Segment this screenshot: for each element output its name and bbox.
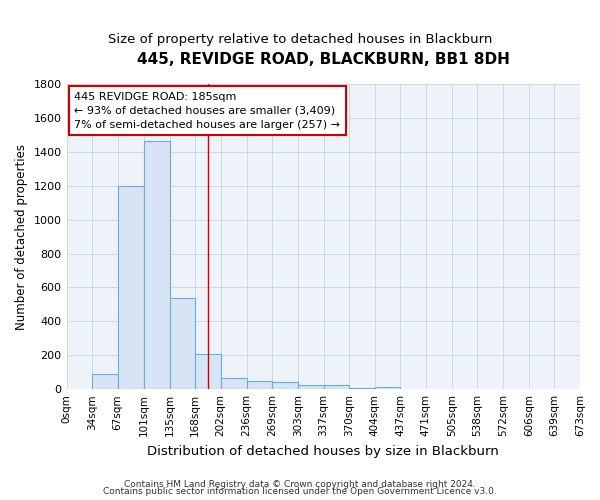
Bar <box>349 388 375 389</box>
Bar <box>143 141 170 389</box>
Bar <box>272 382 298 389</box>
Bar <box>170 298 195 389</box>
X-axis label: Distribution of detached houses by size in Blackburn: Distribution of detached houses by size … <box>148 444 499 458</box>
Text: Size of property relative to detached houses in Blackburn: Size of property relative to detached ho… <box>108 32 492 46</box>
Bar <box>323 386 349 389</box>
Bar <box>298 385 323 389</box>
Bar <box>375 386 400 389</box>
Text: Contains public sector information licensed under the Open Government Licence v3: Contains public sector information licen… <box>103 487 497 496</box>
Bar <box>118 186 143 389</box>
Title: 445, REVIDGE ROAD, BLACKBURN, BB1 8DH: 445, REVIDGE ROAD, BLACKBURN, BB1 8DH <box>137 52 510 68</box>
Bar <box>92 374 118 389</box>
Y-axis label: Number of detached properties: Number of detached properties <box>15 144 28 330</box>
Bar <box>221 378 247 389</box>
Text: 445 REVIDGE ROAD: 185sqm
← 93% of detached houses are smaller (3,409)
7% of semi: 445 REVIDGE ROAD: 185sqm ← 93% of detach… <box>74 92 340 130</box>
Bar <box>247 380 272 389</box>
Text: Contains HM Land Registry data © Crown copyright and database right 2024.: Contains HM Land Registry data © Crown c… <box>124 480 476 489</box>
Bar <box>195 354 221 389</box>
